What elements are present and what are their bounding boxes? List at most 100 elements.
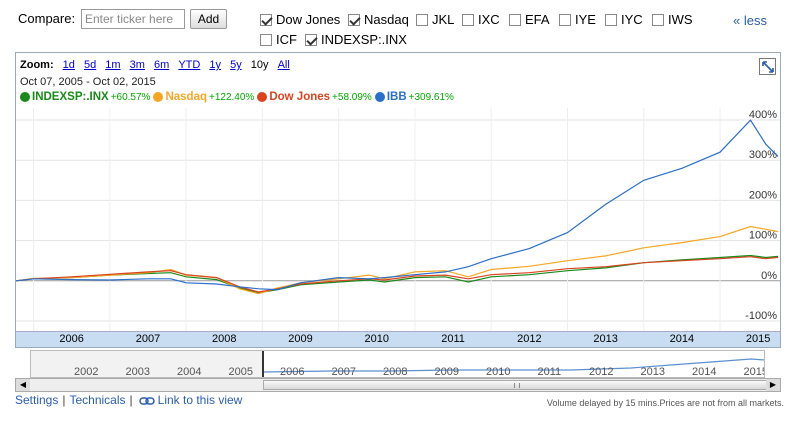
x-tick-label: 2015 — [745, 333, 771, 345]
series-line-dow-jones — [16, 256, 779, 293]
checkbox-box[interactable] — [509, 13, 521, 26]
y-tick-label: 300% — [749, 149, 777, 161]
navigator-year-label: 2003 — [125, 366, 150, 378]
checkbox-label: Dow Jones — [276, 12, 341, 27]
checkbox-ixc[interactable]: IXC — [462, 12, 500, 27]
checkbox-indexsp-inx[interactable]: INDEXSP:.INX — [305, 32, 407, 47]
checkbox-iws[interactable]: IWS — [652, 12, 693, 27]
scroll-left-arrow[interactable]: ◀ — [16, 379, 30, 391]
checkbox-box[interactable] — [348, 13, 360, 26]
settings-link[interactable]: Settings — [15, 393, 59, 407]
y-tick-label: 100% — [749, 230, 777, 242]
separator: | — [62, 393, 66, 407]
checkbox-box[interactable] — [416, 13, 428, 26]
expand-icon[interactable] — [759, 58, 776, 75]
navigator-year-label: 2013 — [640, 366, 665, 378]
series-line-nasdaq — [16, 225, 779, 295]
navigator-year-label: 2009 — [434, 366, 459, 378]
checkbox-box[interactable] — [652, 13, 664, 26]
footer-links: Settings | Technicals | Link to this view — [15, 393, 242, 407]
checkbox-nasdaq[interactable]: Nasdaq — [348, 12, 409, 27]
checkbox-box[interactable] — [305, 33, 317, 46]
compare-label: Compare: — [18, 11, 76, 26]
scroll-thumb[interactable] — [263, 380, 768, 390]
checkbox-box[interactable] — [260, 33, 272, 46]
link-to-view[interactable]: Link to this view — [157, 393, 243, 407]
navigator-year-label: 2011 — [537, 366, 562, 378]
x-tick-label: 2007 — [135, 333, 161, 345]
legend-name: IBB — [386, 91, 407, 103]
range-start: Oct 07, 2005 — [20, 76, 83, 88]
zoom-6m[interactable]: 6m — [153, 59, 170, 71]
checkbox-dow-jones[interactable]: Dow Jones — [260, 12, 340, 27]
plot-area[interactable]: 400% 300% 200% 100% 0% -100% — [16, 108, 780, 331]
legend-pct: +309.61% — [408, 91, 454, 103]
add-button[interactable]: Add — [190, 9, 227, 29]
x-tick-label: 2011 — [441, 333, 465, 345]
legend-item-dow-jones[interactable]: Dow Jones +58.09% — [257, 91, 372, 103]
legend: INDEXSP:.INX +60.57% Nasdaq +122.40% Dow J… — [20, 91, 454, 103]
checkbox-box[interactable] — [605, 13, 617, 26]
time-navigator[interactable]: 2002 2003 2004 2005 2006 2007 2008 2009 2010 2011… — [30, 350, 765, 378]
checkbox-label: EFA — [525, 12, 550, 27]
checkbox-label: IXC — [478, 12, 500, 27]
legend-item-nasdaq[interactable]: Nasdaq +122.40% — [153, 91, 254, 103]
y-tick-label: 400% — [749, 109, 777, 121]
checkbox-iye[interactable]: IYE — [559, 12, 596, 27]
x-axis-strip: 2006 2007 2008 2009 2010 2011 2012 2013 2014 2015 — [16, 331, 780, 347]
range-end: Oct 02, 2015 — [92, 76, 156, 88]
checkbox-box[interactable] — [260, 13, 272, 26]
checkbox-label: Nasdaq — [364, 12, 409, 27]
legend-pct: +60.57% — [110, 91, 151, 103]
checkbox-icf[interactable]: ICF — [260, 32, 297, 47]
navigator-year-label: 2006 — [280, 366, 305, 378]
zoom-5y[interactable]: 5y — [230, 59, 242, 71]
zoom-10y: 10y — [250, 59, 269, 71]
zoom-5d[interactable]: 5d — [83, 59, 97, 71]
range-sep: - — [86, 76, 90, 88]
checkbox-label: IYC — [621, 12, 643, 27]
checkbox-jkl[interactable]: JKL — [416, 12, 454, 27]
navigator-year-label: 2012 — [589, 366, 614, 378]
legend-dot — [257, 92, 268, 102]
x-tick-label: 2008 — [211, 333, 237, 345]
x-tick-label: 2013 — [593, 333, 618, 345]
legend-item-ibb[interactable]: IBB +309.61% — [374, 91, 454, 103]
navigator-year-label: 2004 — [177, 366, 202, 378]
zoom-bar: Zoom: 1d 5d 1m 3m 6m YTD 1y 5y 10y All — [20, 59, 290, 71]
disclaimer: Volume delayed by 15 mins.Prices are not… — [546, 398, 784, 408]
chain-link-icon — [138, 397, 155, 405]
legend-name: Nasdaq — [165, 91, 207, 103]
checkbox-label: IWS — [668, 12, 693, 27]
series-line-ibb — [16, 119, 779, 291]
zoom-1d[interactable]: 1d — [62, 59, 75, 71]
checkbox-box[interactable] — [559, 13, 571, 26]
y-tick-label: 0% — [761, 270, 777, 282]
zoom-all[interactable]: All — [277, 59, 290, 71]
legend-item-indexsp[interactable]: INDEXSP:.INX +60.57% — [20, 91, 150, 103]
zoom-ytd[interactable]: YTD — [178, 59, 201, 71]
chart-frame: Zoom: 1d 5d 1m 3m 6m YTD 1y 5y 10y All O… — [15, 52, 781, 348]
zoom-3m[interactable]: 3m — [129, 59, 145, 71]
zoom-1m[interactable]: 1m — [105, 59, 121, 71]
ticker-input[interactable] — [81, 9, 185, 29]
legend-dot — [374, 92, 385, 102]
legend-dot — [20, 92, 30, 102]
navigator-unselected-region — [31, 351, 264, 377]
navigator-year-label: 2005 — [228, 366, 253, 378]
x-tick-label: 2009 — [288, 333, 313, 345]
checkbox-label: IYE — [575, 12, 596, 27]
navigator-scrollbar[interactable]: ◀ ▶ — [15, 378, 781, 392]
checkbox-iyc[interactable]: IYC — [605, 12, 643, 27]
technicals-link[interactable]: Technicals — [69, 393, 126, 407]
checkbox-efa[interactable]: EFA — [509, 12, 550, 27]
checkbox-box[interactable] — [462, 13, 474, 26]
navigator-sparkline — [263, 358, 764, 373]
checkbox-label: ICF — [276, 32, 297, 47]
scroll-right-arrow[interactable]: ▶ — [766, 379, 780, 391]
x-tick-label: 2010 — [364, 333, 390, 345]
legend-dot — [153, 92, 164, 102]
navigator-year-label: 2008 — [383, 366, 408, 378]
zoom-1y[interactable]: 1y — [209, 59, 222, 71]
less-link[interactable]: « less — [733, 13, 767, 28]
